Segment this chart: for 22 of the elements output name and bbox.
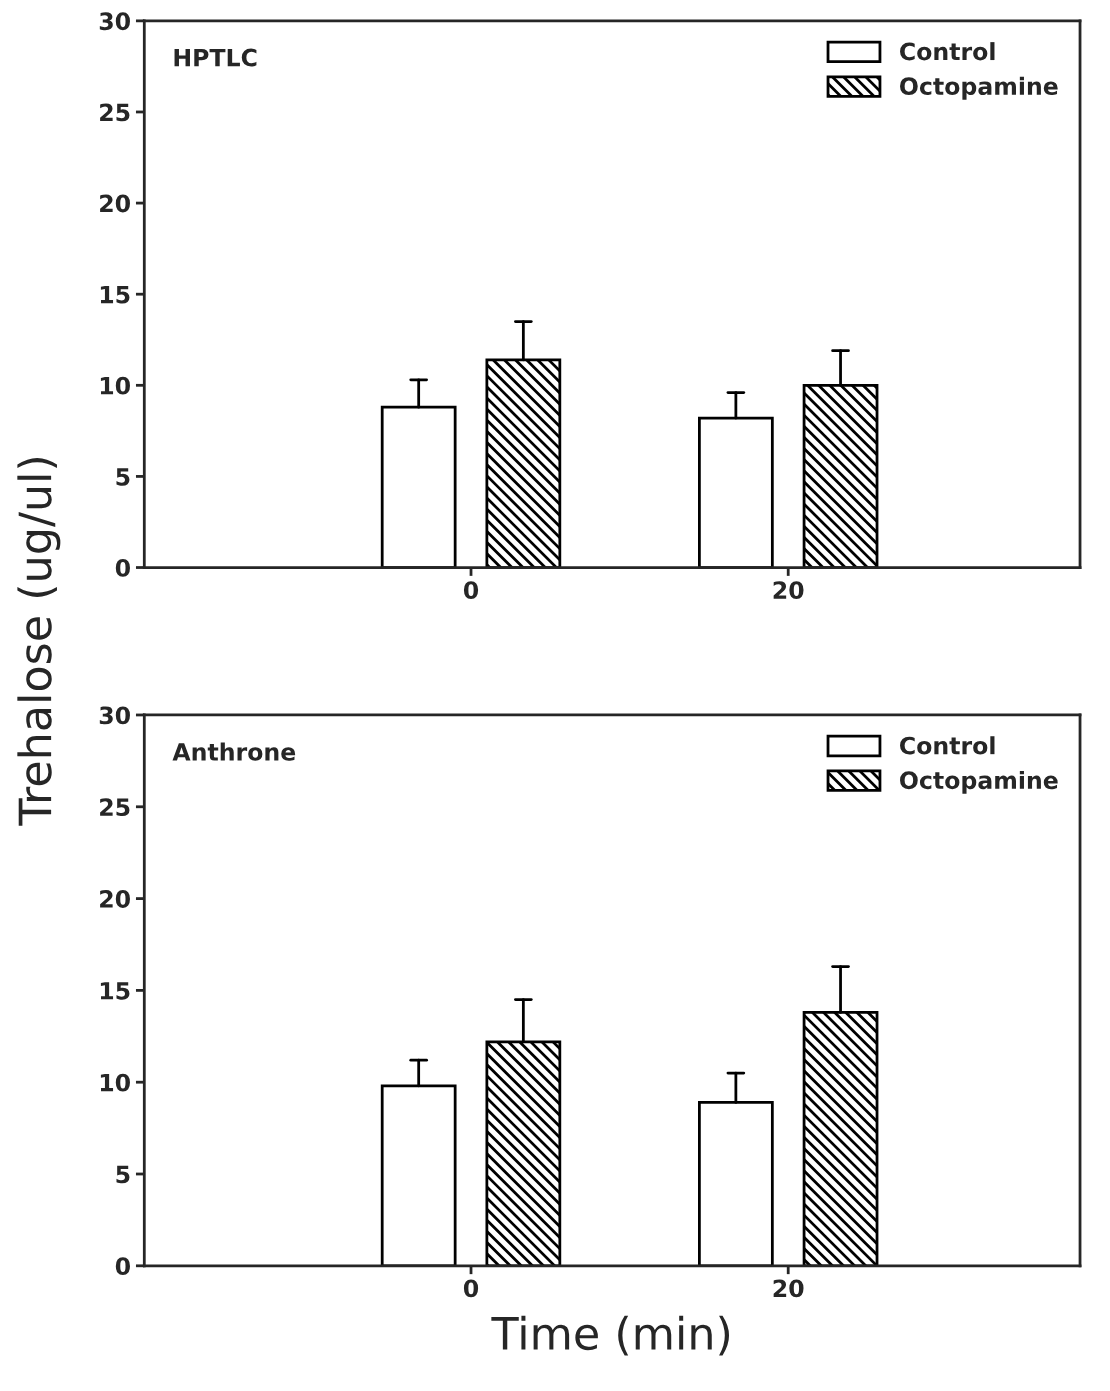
x-axis-title: Time (min) [491,1315,730,1356]
y-tick-label: 25 [100,103,130,122]
y-tick-label: 10 [100,376,130,395]
text: Anthrone [172,742,296,761]
text: HPTLC [174,48,257,67]
y-tick-label: 10 [100,1073,130,1092]
y-tick-label: 15 [100,285,130,304]
y-axis-title: Trehalose (ug/ul) [17,458,61,826]
y-tick-label: 15 [100,982,130,1000]
y-tick-label: 20 [100,194,130,213]
legend-label: Control [900,42,995,61]
legend-label: Octopamine [900,76,1058,100]
y-tick-label: 0 [115,1257,130,1276]
y-tick-label: 0 [115,558,130,577]
legend-label: Control [900,736,995,755]
legend-label: Octopamine [900,770,1058,794]
y-tick-label: 25 [100,798,130,817]
y-tick-label: 30 [99,12,130,31]
y-tick-label: 20 [100,890,130,908]
y-tick-label: 5 [116,1165,130,1184]
y-tick-label: 5 [116,468,130,486]
y-tick-label: 30 [99,706,130,725]
